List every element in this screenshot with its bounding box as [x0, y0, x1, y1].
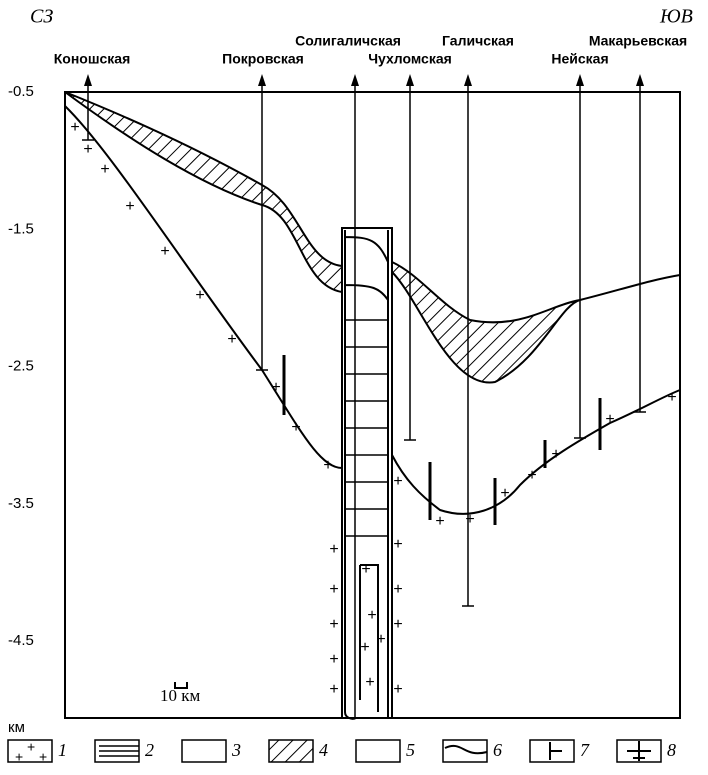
- well-arrow: [576, 74, 584, 86]
- cross: +: [329, 581, 338, 598]
- direction-nw: СЗ: [30, 6, 53, 28]
- legend-number: 1: [58, 740, 67, 760]
- legend-number: 5: [406, 740, 415, 760]
- well-arrow: [258, 74, 266, 86]
- well-name: Солигаличская: [295, 33, 401, 49]
- cross: +: [125, 198, 134, 215]
- section: СЗ ЮВ ++++++++++++++++++++++++++++++++ К…: [0, 0, 708, 775]
- cross: +: [393, 581, 402, 598]
- cross: +: [393, 536, 402, 553]
- legend-cross: +: [27, 739, 35, 755]
- legend-box: [269, 740, 313, 762]
- cross: +: [465, 511, 474, 528]
- basement-top: [392, 390, 680, 514]
- cross: +: [376, 631, 385, 648]
- cross: +: [527, 467, 536, 484]
- legend-number: 2: [145, 740, 154, 760]
- legend-number: 7: [580, 740, 590, 760]
- well-arrow: [464, 74, 472, 86]
- cross: +: [605, 411, 614, 428]
- legend-number: 8: [667, 740, 676, 760]
- well-arrow: [84, 74, 92, 86]
- cross: +: [329, 541, 338, 558]
- cross: +: [323, 457, 332, 474]
- cross: +: [361, 561, 370, 578]
- y-tick-label: -2.5: [8, 358, 34, 375]
- y-tick-label: -3.5: [8, 495, 34, 512]
- cross: +: [360, 639, 369, 656]
- cross: +: [367, 607, 376, 624]
- legend-cross: +: [15, 749, 23, 765]
- cross: +: [70, 119, 79, 136]
- legend-number: 6: [493, 740, 502, 760]
- well-arrow: [406, 74, 414, 86]
- cross: +: [435, 513, 444, 530]
- direction-se: ЮВ: [659, 6, 693, 28]
- cross: +: [393, 616, 402, 633]
- legend-number: 3: [231, 740, 241, 760]
- cross: +: [500, 485, 509, 502]
- cross: +: [329, 616, 338, 633]
- cross: +: [393, 473, 402, 490]
- y-tick-label: -4.5: [8, 632, 34, 649]
- cross: +: [227, 331, 236, 348]
- cross: +: [365, 674, 374, 691]
- y-tick-label: -0.5: [8, 83, 34, 100]
- scale-label: 10 км: [160, 686, 201, 705]
- cross: +: [100, 161, 109, 178]
- well-name: Нейская: [551, 51, 608, 67]
- cross: +: [195, 287, 204, 304]
- legend-cross: +: [39, 749, 47, 765]
- cross: +: [667, 389, 676, 406]
- legend-number: 4: [319, 740, 328, 760]
- y-tick-label: -1.5: [8, 220, 34, 237]
- cross: +: [83, 141, 92, 158]
- hatched-layer: [392, 262, 580, 383]
- well-arrow: [351, 74, 359, 86]
- cross: +: [329, 651, 338, 668]
- well-arrow: [636, 74, 644, 86]
- cross: +: [291, 419, 300, 436]
- curve: [580, 275, 680, 300]
- well-name: Галичская: [442, 33, 514, 49]
- well-name: Коношская: [54, 51, 131, 67]
- legend-box: [443, 740, 487, 762]
- legend-box: [182, 740, 226, 762]
- well-name: Покровская: [222, 51, 304, 67]
- well-name: Чухломская: [368, 51, 452, 67]
- cross: +: [329, 681, 338, 698]
- well-name: Макарьевская: [589, 33, 687, 49]
- hatched-layer: [65, 92, 342, 292]
- axis-unit: км: [8, 719, 25, 736]
- legend-box: [356, 740, 400, 762]
- cross: +: [160, 243, 169, 260]
- cross: +: [393, 681, 402, 698]
- cross: +: [551, 446, 560, 463]
- cross: +: [271, 379, 280, 396]
